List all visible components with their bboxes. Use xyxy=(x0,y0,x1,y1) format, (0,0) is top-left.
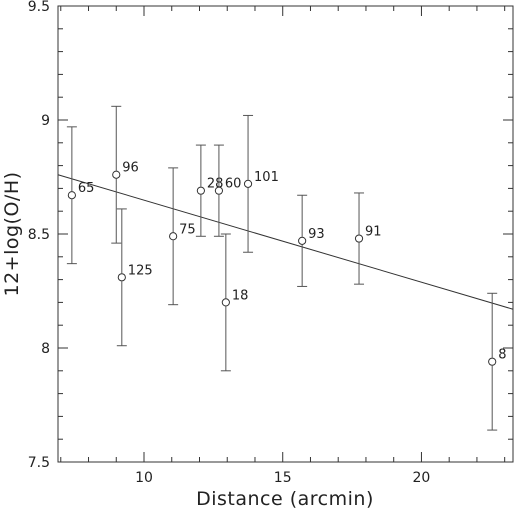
y-tick-label: 9 xyxy=(41,113,50,129)
point-marker xyxy=(214,186,224,195)
data-point-96: 96 xyxy=(111,105,139,244)
fit-line-group xyxy=(57,174,514,310)
point-marker xyxy=(488,357,497,366)
point-marker xyxy=(67,191,76,200)
data-point-8: 8 xyxy=(487,292,506,431)
x-tick-label: 20 xyxy=(413,470,431,486)
point-label: 65 xyxy=(78,181,95,196)
point-label: 96 xyxy=(122,161,139,176)
data-point-101: 101 xyxy=(243,114,279,253)
point-marker xyxy=(169,232,178,241)
point-label: 60 xyxy=(225,177,242,192)
axes: 10 15 20 7.5 8 8.5 9 9.5 xyxy=(28,0,513,486)
point-marker xyxy=(221,298,230,307)
point-label: 18 xyxy=(232,288,249,303)
data-point-125: 125 xyxy=(116,208,153,347)
point-marker xyxy=(112,170,121,179)
y-tick-label: 8 xyxy=(41,341,50,357)
data-point-93: 93 xyxy=(297,194,325,287)
point-marker xyxy=(298,236,307,245)
point-label: 93 xyxy=(308,227,325,242)
point-marker xyxy=(117,273,126,282)
point-marker xyxy=(243,179,253,188)
point-label: 125 xyxy=(128,263,153,278)
x-axis-label: Distance (arcmin) xyxy=(196,488,374,510)
fit-line xyxy=(57,174,514,310)
point-marker xyxy=(354,234,364,243)
point-marker xyxy=(196,186,205,195)
point-label: 101 xyxy=(254,170,279,185)
point-label: 91 xyxy=(365,225,382,240)
y-tick-label: 7.5 xyxy=(28,455,50,471)
plot-frame xyxy=(57,5,514,463)
data-point-91: 91 xyxy=(354,192,382,285)
x-tick-label: 15 xyxy=(274,470,292,486)
point-label: 8 xyxy=(498,348,506,363)
data-point-65: 65 xyxy=(66,126,95,265)
data-point-18: 18 xyxy=(220,233,249,372)
y-tick-label: 9.5 xyxy=(28,0,50,15)
data-point-75: 75 xyxy=(168,167,196,306)
data-point-60: 60 xyxy=(213,144,242,237)
y-tick-label: 8.5 xyxy=(28,227,50,243)
point-label: 75 xyxy=(179,222,196,237)
y-axis-label: 12+log(O/H) xyxy=(1,171,23,296)
x-tick-label: 10 xyxy=(135,470,153,486)
